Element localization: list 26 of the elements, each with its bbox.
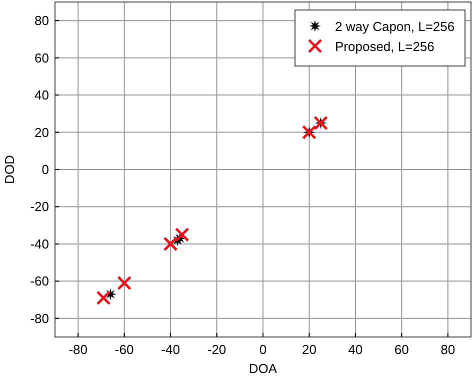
y-tick-label: -80 (30, 310, 49, 326)
legend-label: Proposed, L=256 (335, 39, 434, 54)
x-tick-label: 0 (259, 342, 267, 357)
y-tick-label: 80 (34, 13, 49, 28)
x-tick-label: -40 (161, 342, 180, 357)
y-tick-label: 0 (42, 162, 49, 177)
x-tick-label: -20 (207, 342, 226, 357)
point (96, 290, 111, 306)
legend-label: 2 way Capon, L=256 (335, 19, 455, 34)
y-tick-label: -20 (30, 199, 49, 214)
x-tick-label: -80 (68, 342, 88, 357)
point (163, 236, 178, 252)
y-axis-title: DOD (2, 155, 17, 184)
x-tick-label: 80 (440, 342, 456, 357)
y-tick-label: -60 (30, 274, 49, 289)
y-tick-label: 60 (34, 50, 49, 66)
x-tick-label: 60 (394, 342, 409, 357)
y-tick-label: 20 (34, 124, 49, 140)
y-tick-label: 40 (34, 88, 49, 103)
point (174, 227, 190, 242)
x-tick-label: -60 (114, 342, 134, 357)
x-tick-label: 40 (348, 342, 363, 357)
y-tick-label: -40 (30, 236, 49, 252)
x-axis-title: DOA (248, 361, 278, 376)
x-tick-label: 20 (302, 342, 316, 357)
point (117, 276, 132, 290)
